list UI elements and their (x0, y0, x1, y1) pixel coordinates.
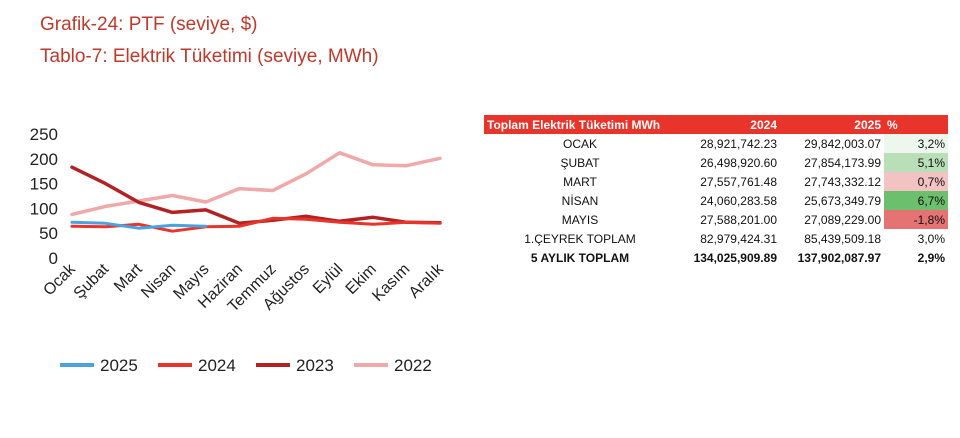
row-value-2025: 27,854,173.99 (804, 155, 881, 170)
consumption-table: Toplam Elektrik Tüketimi MWh 2024 2025 %… (484, 115, 948, 267)
row-value-2024: 28,921,742.23 (700, 136, 777, 151)
x-tick-label: Eylül (310, 261, 347, 298)
y-tick-label: 150 (30, 175, 58, 194)
y-tick-label: 100 (30, 199, 58, 218)
y-tick-label: 0 (49, 249, 58, 268)
legend-label-2025: 2025 (100, 356, 138, 375)
row-percent: 6,7% (884, 191, 948, 210)
row-value-2024: 27,588,201.00 (700, 212, 777, 227)
row-percent: 3,2% (884, 134, 948, 153)
y-tick-label: 200 (30, 150, 58, 169)
table-row: MART 27,557,761.48 27,743,332.12 0,7% (484, 172, 948, 191)
row-value-2025: 27,089,229.00 (804, 212, 881, 227)
row-label: MART (563, 174, 597, 189)
x-tick-label: Aralık (406, 260, 448, 302)
table-row: OCAK 28,921,742.23 29,842,003.07 3,2% (484, 134, 948, 153)
table-title: Tablo-7: Elektrik Tüketimi (seviye, MWh) (40, 46, 379, 67)
row-label: NİSAN (561, 193, 599, 208)
series-line-2023 (70, 165, 442, 226)
row-percent: -1,8% (884, 210, 948, 229)
chart-title: Grafik-24: PTF (seviye, $) (40, 14, 258, 35)
row-value-2024: 27,557,761.48 (700, 174, 777, 189)
row-value-2025: 85,439,509.18 (804, 231, 881, 246)
series-line-2025 (70, 220, 208, 230)
row-value-2025: 25,673,349.79 (804, 193, 881, 208)
table-header-row: Toplam Elektrik Tüketimi MWh 2024 2025 % (484, 115, 948, 134)
row-value-2025: 27,743,332.12 (804, 174, 881, 189)
row-label: ŞUBAT (560, 155, 600, 170)
table-row: MAYIS 27,588,201.00 27,089,229.00 -1,8% (484, 210, 948, 229)
table-row: ŞUBAT 26,498,920.60 27,854,173.99 5,1% (484, 153, 948, 172)
row-percent: 2,9% (884, 248, 948, 267)
row-value-2024: 24,060,283.58 (700, 193, 777, 208)
row-label: 1.ÇEYREK TOPLAM (524, 231, 636, 246)
row-percent: 3,0% (884, 229, 948, 248)
header-2025: 2025 (780, 115, 884, 134)
row-value-2025: 29,842,003.07 (804, 136, 881, 151)
series-line-2024 (70, 216, 442, 233)
row-label: OCAK (562, 136, 597, 151)
header-2024: 2024 (676, 115, 780, 134)
x-tick-label: Nisan (138, 261, 179, 302)
x-tick-label: Şubat (71, 260, 113, 302)
ptf-line-chart: 050100150200250OcakŞubatMartNisanMayısHa… (30, 125, 448, 375)
row-value-2024: 82,979,424.31 (700, 231, 777, 246)
legend-label-2024: 2024 (198, 356, 236, 375)
table-row: 1.ÇEYREK TOPLAM 82,979,424.31 85,439,509.1… (484, 229, 948, 248)
legend-label-2023: 2023 (296, 356, 334, 375)
y-tick-label: 50 (39, 224, 58, 243)
row-percent: 0,7% (884, 172, 948, 191)
header-label: Toplam Elektrik Tüketimi MWh (484, 115, 676, 134)
row-value-2024: 26,498,920.60 (700, 155, 777, 170)
row-label: MAYIS (561, 212, 599, 227)
y-tick-label: 250 (30, 125, 58, 144)
legend-label-2022: 2022 (394, 356, 432, 375)
row-value-2024: 134,025,909.89 (693, 250, 777, 265)
header-pct: % (884, 115, 948, 134)
x-tick-label: Kasım (369, 261, 413, 305)
row-label: 5 AYLIK TOPLAM (530, 250, 630, 265)
series-line-2022 (70, 151, 442, 217)
row-value-2025: 137,902,087.97 (797, 250, 881, 265)
row-percent: 5,1% (884, 153, 948, 172)
table-row: 5 AYLIK TOPLAM 134,025,909.89 137,902,087.… (484, 248, 948, 267)
table-row: NİSAN 24,060,283.58 25,673,349.79 6,7% (484, 191, 948, 210)
